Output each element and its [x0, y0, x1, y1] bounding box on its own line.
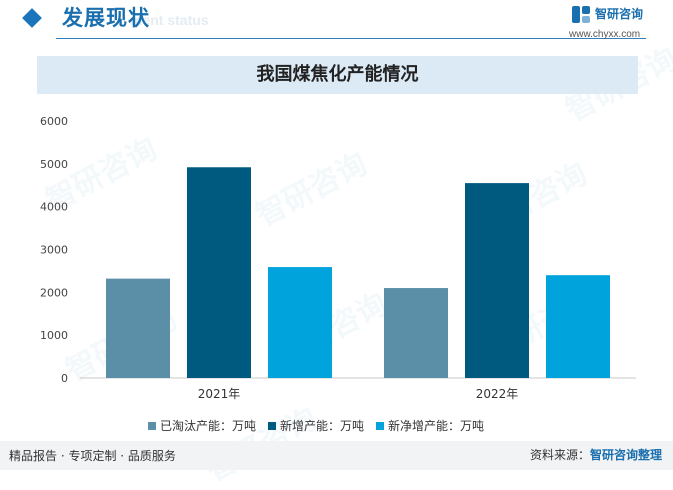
- source-label: 资料来源：: [529, 448, 590, 462]
- section-title: 发展现状: [62, 6, 150, 30]
- y-tick-label: 6000: [40, 115, 68, 128]
- footer-source: 资料来源：智研咨询整理: [530, 447, 662, 463]
- chart-title-band: 我国煤焦化产能情况: [37, 56, 638, 94]
- y-tick-label: 0: [61, 372, 68, 385]
- bar-chart: 0 1000 2000 3000 4000 5000 6000 2021年 2022年: [40, 115, 636, 401]
- bar-3-1: [268, 267, 332, 378]
- header-divider: [56, 38, 646, 39]
- legend-swatch: [268, 422, 277, 430]
- logo-url: www.chyxx.com: [569, 29, 641, 40]
- legend-swatch: [148, 422, 156, 430]
- legend-label: 新净增产能：万吨: [388, 419, 485, 433]
- legend-label: 新增产能：万吨: [280, 419, 365, 433]
- x-tick-label: 2021年: [198, 387, 241, 401]
- logo-name: 智研咨询: [595, 7, 644, 21]
- legend-item: 已淘汰产能：万吨: [148, 417, 256, 435]
- x-tick-label: 2022年: [476, 387, 519, 401]
- chart-legend: 已淘汰产能：万吨 新增产能：万吨 新净增产能：万吨: [148, 415, 496, 433]
- logo-icon: [572, 6, 590, 23]
- header: ment status 发展现状 智研咨询 www.chyxx.com: [0, 0, 673, 44]
- y-tick-label: 2000: [40, 286, 68, 299]
- source-value: 智研咨询整理: [589, 448, 662, 462]
- legend-label: 已淘汰产能：万吨: [160, 419, 257, 433]
- diamond-icon: [22, 8, 42, 28]
- section-title-english: ment status: [130, 12, 209, 28]
- chart-title: 我国煤焦化产能情况: [256, 64, 419, 85]
- bar-2-2: [465, 183, 529, 378]
- footer-tagline: 精品报告 · 专项定制 · 品质服务: [9, 449, 176, 463]
- y-tick-label: 3000: [40, 244, 68, 257]
- bar-3-2: [546, 275, 610, 378]
- y-tick-label: 5000: [40, 158, 68, 171]
- bar-1-2: [384, 288, 448, 378]
- legend-item: 新增产能：万吨: [268, 417, 364, 435]
- legend-swatch: [376, 422, 385, 430]
- y-tick-label: 1000: [40, 329, 68, 342]
- legend-item: 新净增产能：万吨: [376, 417, 484, 435]
- bar-1-1: [106, 278, 170, 378]
- y-tick-label: 4000: [40, 201, 68, 214]
- footer: 精品报告 · 专项定制 · 品质服务 资料来源：智研咨询整理: [0, 441, 673, 470]
- bar-2-1: [187, 167, 251, 378]
